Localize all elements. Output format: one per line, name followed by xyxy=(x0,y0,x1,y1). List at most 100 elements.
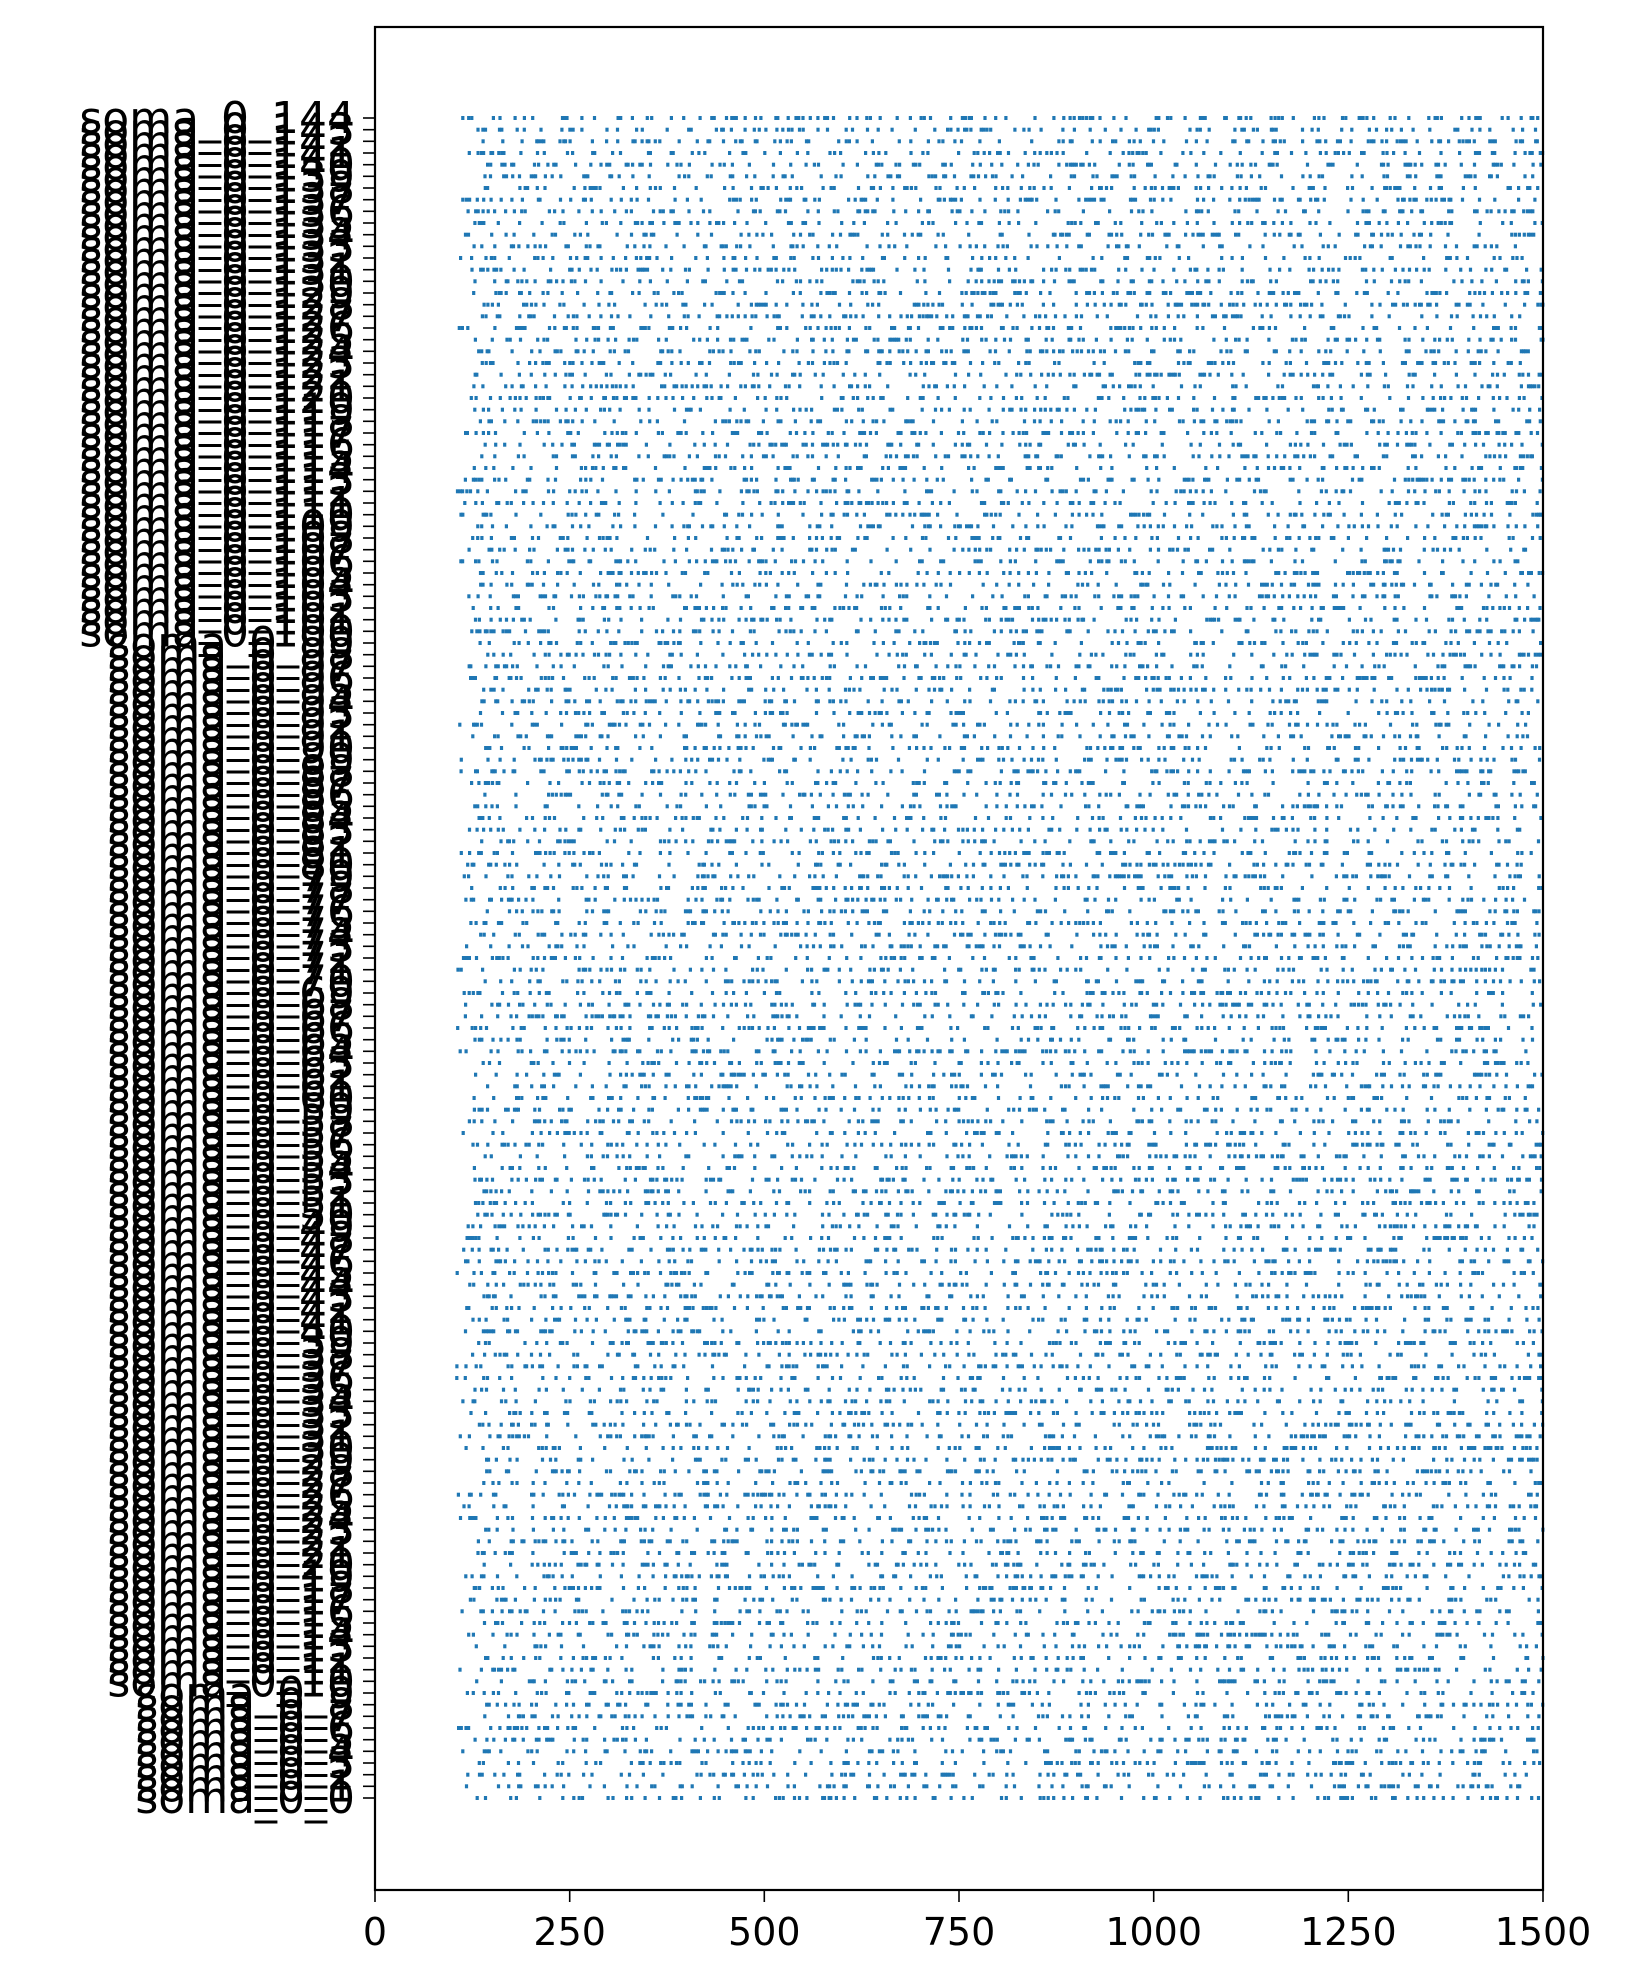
spike-mark xyxy=(455,1364,459,1369)
spike-mark xyxy=(813,1656,817,1660)
spike-mark xyxy=(1336,1469,1340,1474)
spike-mark xyxy=(777,1434,781,1439)
spike-mark xyxy=(1393,1504,1397,1509)
spike-mark xyxy=(940,1271,944,1275)
spike-mark xyxy=(490,1586,494,1590)
spike-mark xyxy=(1271,1702,1275,1707)
spike-mark xyxy=(1298,1341,1302,1345)
spike-mark xyxy=(1426,1317,1431,1322)
spike-mark xyxy=(1427,1714,1431,1719)
spike-mark xyxy=(1517,1376,1521,1380)
spike-mark xyxy=(518,1282,522,1287)
spike-mark xyxy=(584,1376,588,1380)
spike-mark xyxy=(771,1667,775,1672)
spike-mark xyxy=(1313,1271,1317,1275)
spike-mark xyxy=(467,1726,471,1730)
spike-mark xyxy=(1439,1714,1443,1719)
spike-mark xyxy=(904,1271,908,1275)
spike-mark xyxy=(1298,1586,1302,1590)
spike-mark xyxy=(871,1644,875,1649)
spike-mark xyxy=(1275,1469,1279,1474)
spike-mark xyxy=(1393,1562,1397,1567)
spike-mark xyxy=(1446,1411,1450,1415)
spike-mark xyxy=(1417,1597,1421,1602)
spike-mark xyxy=(1461,1784,1465,1789)
spike-mark xyxy=(647,1434,651,1439)
spike-mark xyxy=(555,1772,559,1777)
spike-mark xyxy=(816,1352,820,1357)
spike-mark xyxy=(1195,1691,1200,1695)
spike-mark xyxy=(1358,1714,1363,1719)
spike-mark xyxy=(565,1341,569,1345)
spike-mark xyxy=(1528,1259,1532,1264)
spike-mark xyxy=(1478,1457,1482,1462)
spike-mark xyxy=(575,1247,579,1252)
spike-mark xyxy=(1430,1539,1434,1544)
spike-mark xyxy=(518,1411,522,1415)
spike-mark xyxy=(885,1796,889,1800)
spike-mark xyxy=(1060,1597,1064,1602)
spike-mark xyxy=(900,1726,904,1730)
spike-mark xyxy=(1328,1294,1332,1299)
spike-mark xyxy=(661,1667,665,1672)
spike-mark xyxy=(1108,1457,1112,1462)
spike-mark xyxy=(1514,1527,1518,1532)
spike-mark xyxy=(1388,1726,1392,1730)
spike-mark xyxy=(1333,1387,1337,1392)
spike-mark xyxy=(716,1749,720,1754)
spike-mark xyxy=(663,1294,667,1299)
spike-mark xyxy=(1444,1574,1448,1579)
spike-mark xyxy=(793,1376,797,1380)
spike-mark xyxy=(1128,1644,1132,1649)
spike-mark xyxy=(595,1586,599,1590)
spike-mark xyxy=(1183,1341,1187,1345)
spike-mark xyxy=(1184,1492,1188,1497)
spike-mark xyxy=(1018,1306,1022,1310)
spike-mark xyxy=(624,1516,629,1520)
spike-mark xyxy=(533,1539,537,1544)
spike-mark xyxy=(508,1457,512,1462)
spike-mark xyxy=(1170,1387,1174,1392)
spike-mark xyxy=(1451,1761,1455,1765)
spike-mark xyxy=(748,1387,752,1392)
spike-mark xyxy=(486,1457,491,1462)
spike-mark xyxy=(758,1656,762,1660)
spike-mark xyxy=(1137,1574,1141,1579)
spike-mark xyxy=(1306,1469,1310,1474)
spike-mark xyxy=(490,1306,494,1310)
spike-mark xyxy=(1358,1726,1362,1730)
spike-mark xyxy=(808,1399,812,1404)
spike-mark xyxy=(846,1761,850,1765)
spike-mark xyxy=(612,1317,616,1322)
spike-mark xyxy=(1445,1282,1449,1287)
spike-mark xyxy=(1494,1329,1498,1334)
spike-mark xyxy=(889,1784,893,1789)
spike-mark xyxy=(1375,1516,1379,1520)
spike-mark xyxy=(1342,1784,1346,1789)
spike-mark xyxy=(1145,1422,1149,1427)
spike-mark xyxy=(530,1422,534,1427)
spike-mark xyxy=(463,1329,468,1334)
spike-mark xyxy=(924,1772,928,1777)
spike-mark xyxy=(939,1714,943,1719)
spike-mark xyxy=(974,1446,978,1450)
spike-mark xyxy=(680,1574,684,1579)
spike-mark xyxy=(715,1469,719,1474)
spike-mark xyxy=(666,1282,670,1287)
spike-mark xyxy=(1117,1294,1121,1299)
spike-mark xyxy=(1244,1282,1248,1287)
spike-mark xyxy=(1494,1621,1498,1625)
spike-mark xyxy=(640,1714,644,1719)
spike-mark xyxy=(1254,1749,1259,1754)
spike-mark xyxy=(1063,1772,1067,1777)
spike-mark xyxy=(1416,1294,1420,1299)
spike-mark xyxy=(1267,1329,1271,1334)
spike-mark xyxy=(1128,1399,1132,1404)
spike-mark xyxy=(1537,1481,1541,1485)
spike-mark xyxy=(738,1376,742,1380)
spike-mark xyxy=(1004,1411,1008,1415)
spike-mark xyxy=(1026,1632,1030,1637)
spike-mark xyxy=(1103,1702,1107,1707)
spike-mark xyxy=(1227,1317,1231,1322)
spike-mark xyxy=(783,1656,787,1660)
